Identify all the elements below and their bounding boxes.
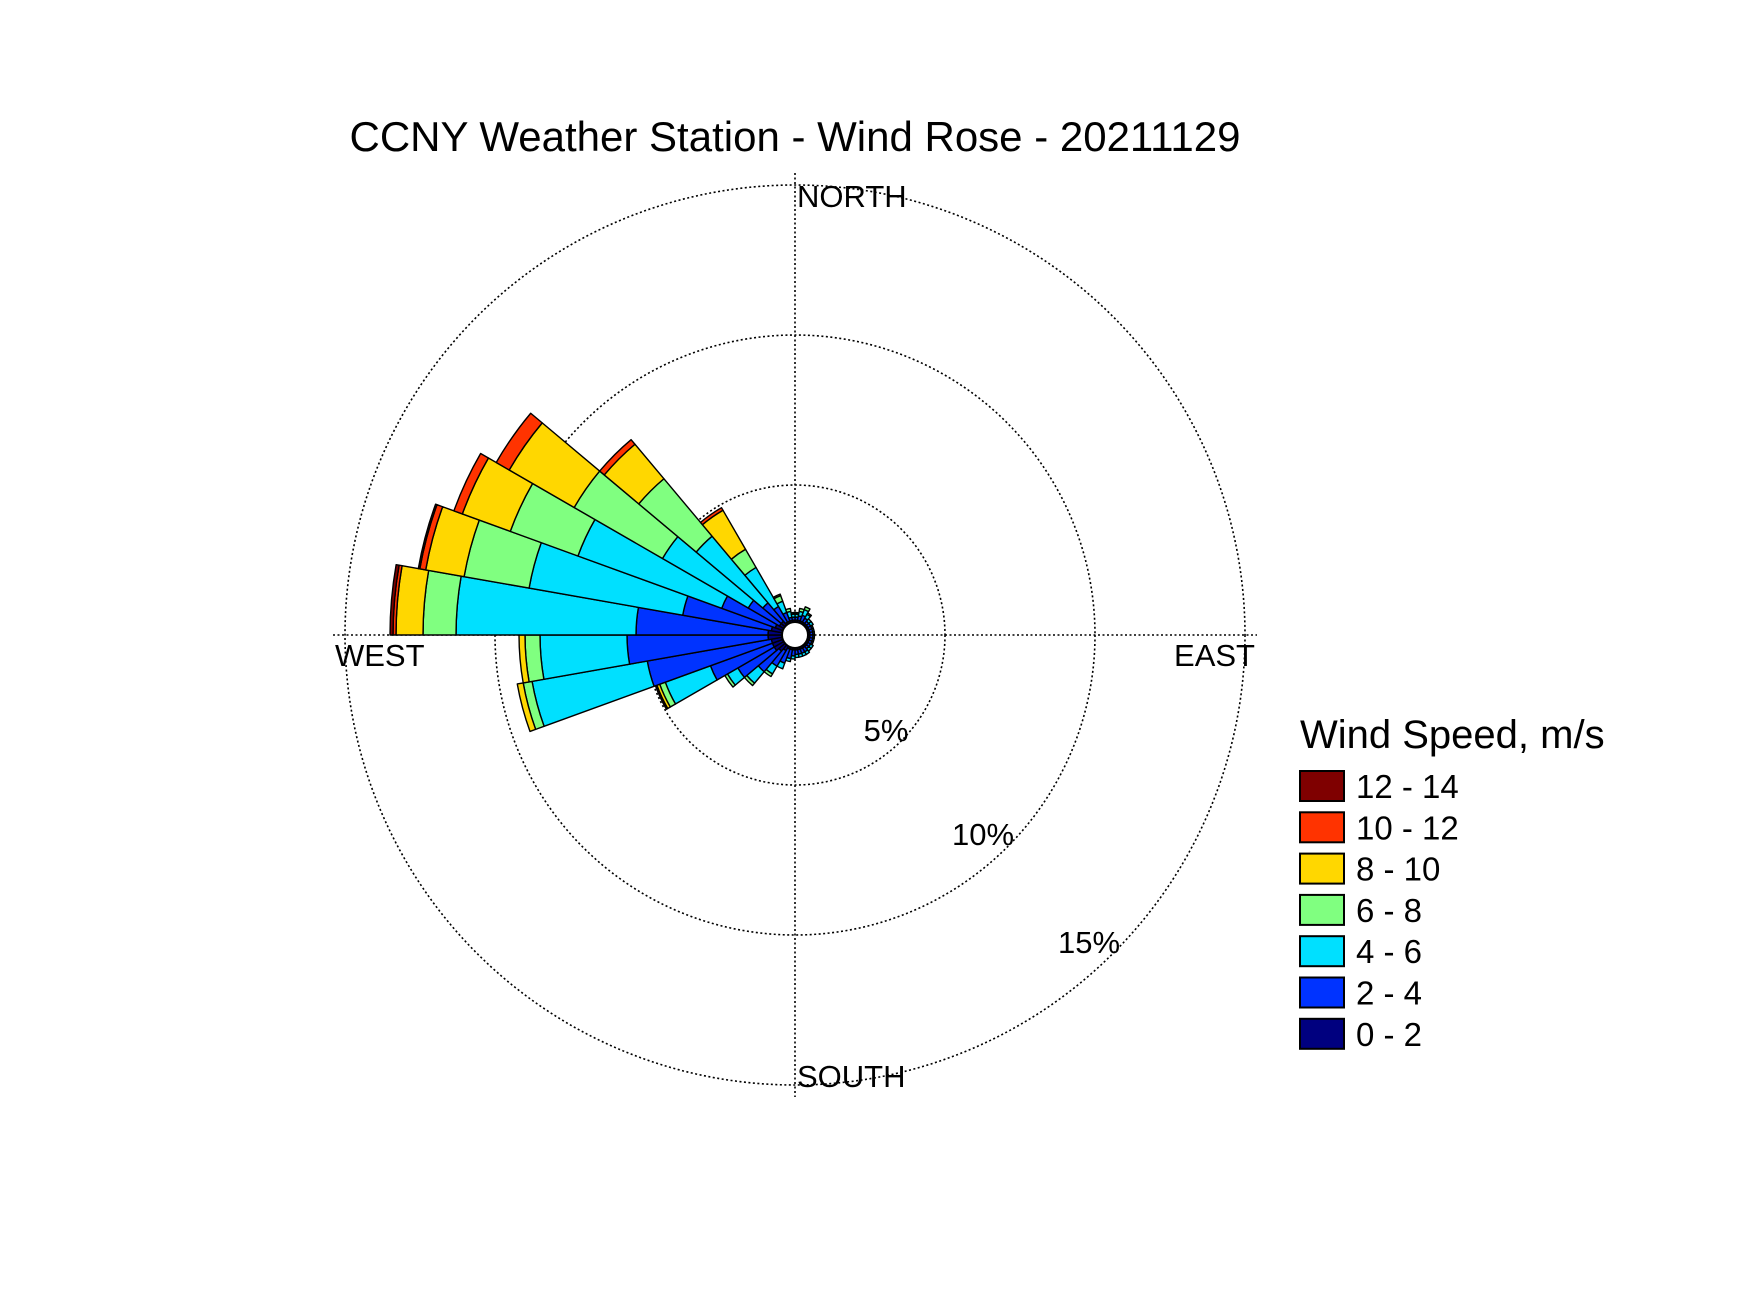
wedge-dir-325-bin-5 bbox=[699, 506, 724, 526]
wedge-dir-335-bin-4 bbox=[772, 593, 782, 600]
legend-label-5: 2 - 4 bbox=[1356, 975, 1422, 1012]
legend-swatch-0 bbox=[1299, 770, 1345, 802]
direction-label-east: EAST bbox=[1174, 638, 1255, 673]
wedge-dir-295-bin-5 bbox=[453, 452, 490, 515]
legend-swatch-5 bbox=[1299, 976, 1345, 1009]
legend-swatch-2 bbox=[1299, 852, 1345, 885]
wedge-dir-275-bin-6 bbox=[389, 563, 400, 636]
ring-label-15: 15% bbox=[1058, 925, 1120, 960]
grid-ring-15 bbox=[344, 184, 1246, 1086]
wedge-dir-305-bin-5 bbox=[495, 412, 543, 471]
ring-label-10: 10% bbox=[952, 817, 1014, 852]
legend-label-6: 0 - 2 bbox=[1356, 1016, 1422, 1053]
direction-label-south: SOUTH bbox=[797, 1059, 906, 1094]
legend-title: Wind Speed, m/s bbox=[1300, 713, 1605, 757]
wind-sectors bbox=[389, 412, 816, 733]
direction-label-west: WEST bbox=[335, 638, 425, 673]
calm-circle bbox=[781, 621, 809, 649]
legend-label-4: 4 - 6 bbox=[1356, 933, 1422, 970]
legend-swatch-6 bbox=[1299, 1017, 1345, 1050]
legend: Wind Speed, m/s 12 - 14 10 - 12 8 - 10 6 - … bbox=[1299, 713, 1605, 1053]
legend-label-3: 6 - 8 bbox=[1356, 892, 1422, 929]
legend-label-1: 10 - 12 bbox=[1356, 809, 1459, 846]
wedge-dir-35-bin-3 bbox=[806, 612, 813, 618]
ring-label-5: 5% bbox=[864, 713, 909, 748]
legend-items: 12 - 14 10 - 12 8 - 10 6 - 8 4 - 6 2 - 4 0 - 2 bbox=[1299, 768, 1459, 1053]
wedge-dir-355-bin-3 bbox=[790, 611, 796, 616]
wedge-dir-315-bin-5 bbox=[598, 438, 636, 476]
wedge-dir-25-bin-3 bbox=[803, 606, 811, 613]
chart-title: CCNY Weather Station - Wind Rose - 20211… bbox=[349, 113, 1240, 160]
wedge-dir-285-bin-6 bbox=[417, 503, 438, 570]
legend-swatch-3 bbox=[1299, 893, 1345, 926]
legend-swatch-4 bbox=[1299, 935, 1345, 968]
legend-label-0: 12 - 14 bbox=[1356, 768, 1459, 805]
direction-label-north: NORTH bbox=[797, 179, 907, 214]
wedge-dir-345-bin-3 bbox=[785, 607, 792, 614]
legend-label-2: 8 - 10 bbox=[1356, 851, 1440, 888]
wedge-dir-275-bin-3 bbox=[422, 569, 462, 636]
legend-swatch-1 bbox=[1299, 811, 1345, 844]
